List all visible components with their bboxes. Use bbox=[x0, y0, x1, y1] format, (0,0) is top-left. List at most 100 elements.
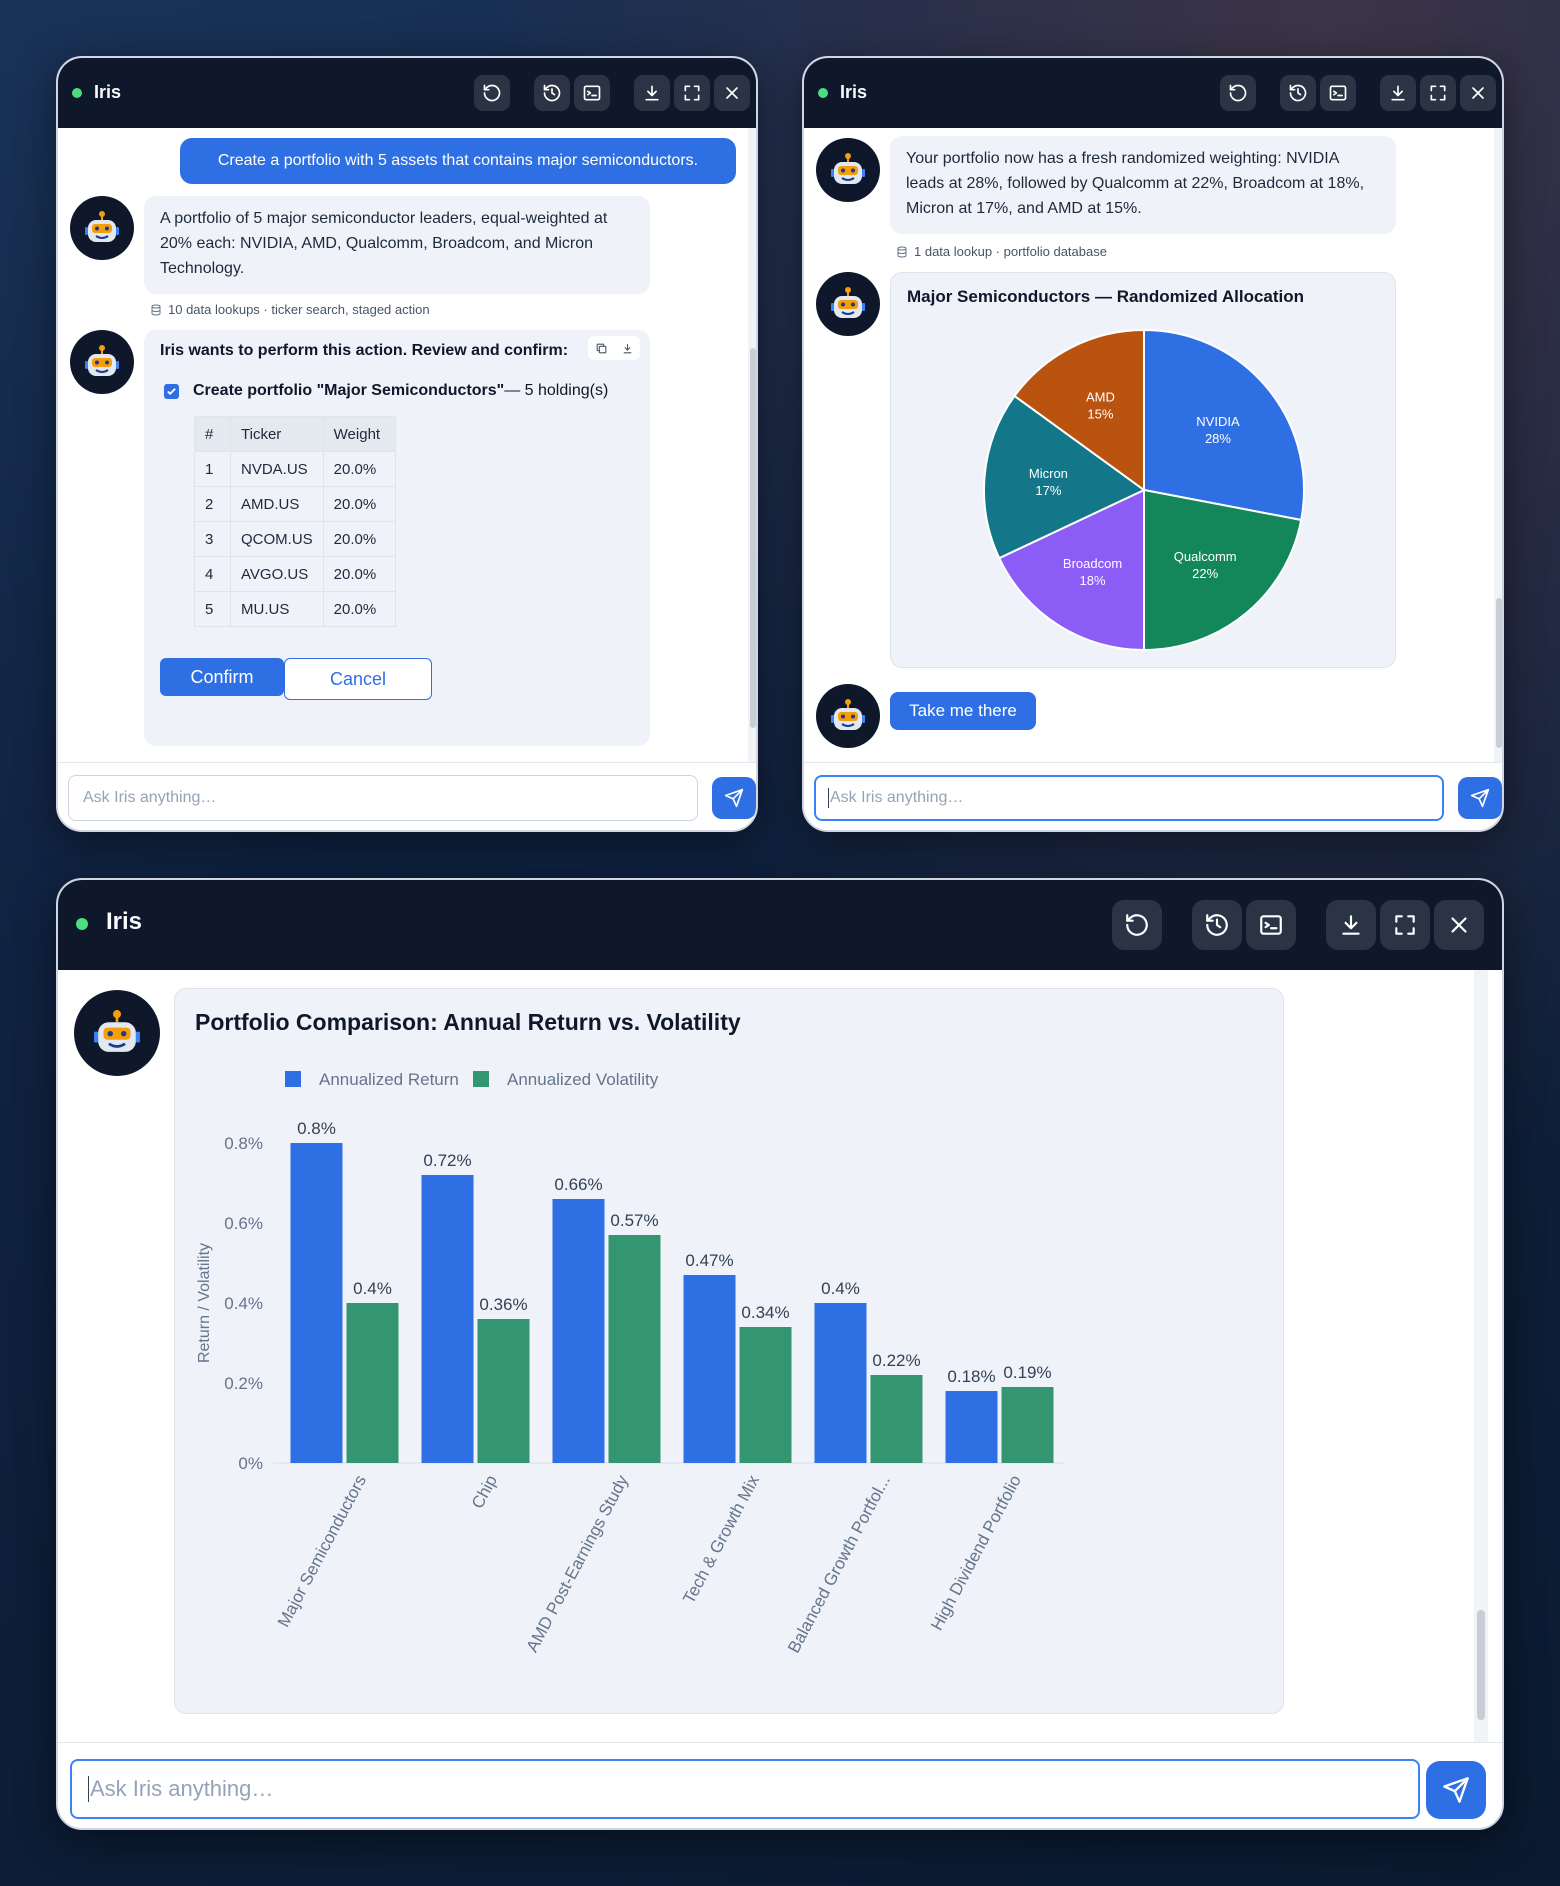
send-button[interactable] bbox=[1426, 1761, 1486, 1819]
close-button[interactable] bbox=[1434, 900, 1484, 950]
bar-volatility[interactable] bbox=[739, 1327, 792, 1463]
title-bar: Iris bbox=[58, 880, 1502, 970]
chat-input[interactable]: Ask Iris anything… bbox=[70, 1759, 1420, 1819]
cell-weight: 20.0% bbox=[322, 486, 396, 522]
pie-slice-amd[interactable] bbox=[1013, 328, 1145, 492]
chat-input[interactable]: Ask Iris anything… bbox=[814, 775, 1444, 821]
pie-label: Qualcomm bbox=[1174, 549, 1237, 564]
table-row: 1 NVDA.US 20.0% bbox=[194, 451, 396, 487]
bar-data-label: 0.22% bbox=[872, 1351, 920, 1370]
cell-weight: 20.0% bbox=[322, 591, 396, 627]
send-button[interactable] bbox=[712, 777, 756, 819]
pie-slice-nvidia[interactable] bbox=[1143, 328, 1305, 522]
bar-return[interactable] bbox=[290, 1143, 343, 1463]
terminal-button[interactable] bbox=[1320, 75, 1356, 111]
send-icon bbox=[1443, 1777, 1469, 1803]
pie-slice-micron[interactable] bbox=[983, 394, 1146, 560]
holdings-table: # Ticker Weight 1 NVDA.US 20.0% 2 AMD.US 20.… bbox=[194, 416, 396, 627]
bar-return[interactable] bbox=[552, 1199, 605, 1463]
bar-volatility[interactable] bbox=[870, 1375, 923, 1463]
chat-body[interactable]: Create a portfolio with 5 assets that co… bbox=[58, 128, 756, 762]
chat-input[interactable]: Ask Iris anything… bbox=[68, 775, 698, 821]
bar-data-label: 0.57% bbox=[610, 1211, 658, 1230]
col-header: Weight bbox=[322, 416, 396, 452]
legend-swatch bbox=[285, 1071, 301, 1087]
x-tick-label: Balanced Growth Portfol... bbox=[784, 1472, 894, 1656]
terminal-button[interactable] bbox=[574, 75, 610, 111]
scrollbar[interactable] bbox=[1474, 970, 1488, 1742]
action-card: Iris wants to perform this action. Revie… bbox=[144, 330, 650, 746]
bar-volatility[interactable] bbox=[1001, 1387, 1054, 1463]
scrollbar-thumb[interactable] bbox=[750, 348, 756, 728]
assistant-message-text: A portfolio of 5 major semiconductor lea… bbox=[160, 210, 608, 277]
cell-ticker: AMD.US bbox=[230, 486, 324, 522]
close-button[interactable] bbox=[1460, 75, 1496, 111]
cell-ticker: AVGO.US bbox=[230, 556, 324, 592]
pie-label: AMD bbox=[1086, 389, 1115, 404]
send-button[interactable] bbox=[1458, 777, 1502, 819]
history-button[interactable] bbox=[1280, 75, 1316, 111]
download-icon bbox=[645, 85, 659, 101]
bar-data-label: 0.8% bbox=[297, 1119, 336, 1138]
rotate-ccw-icon bbox=[1229, 84, 1247, 102]
lookup-meta-text: 10 data lookups · ticker search, staged … bbox=[168, 302, 430, 317]
cell-index: 4 bbox=[194, 556, 231, 592]
fullscreen-button[interactable] bbox=[1380, 900, 1430, 950]
assistant-avatar bbox=[74, 990, 160, 1076]
legend-label[interactable]: Annualized Return bbox=[319, 1070, 459, 1089]
bar-volatility[interactable] bbox=[477, 1319, 530, 1463]
pie-slice-broadcom[interactable] bbox=[997, 488, 1145, 652]
pie-slice-qualcomm[interactable] bbox=[1143, 488, 1303, 652]
input-bar: Ask Iris anything… bbox=[58, 762, 756, 830]
x-tick-label: Major Semiconductors bbox=[274, 1472, 370, 1630]
scrollbar[interactable] bbox=[748, 128, 756, 762]
download-icon[interactable] bbox=[621, 342, 634, 355]
table-row: 5 MU.US 20.0% bbox=[194, 591, 396, 627]
history-button[interactable] bbox=[1192, 900, 1242, 950]
copy-icon[interactable] bbox=[595, 342, 608, 355]
fullscreen-button[interactable] bbox=[674, 75, 710, 111]
terminal-button[interactable] bbox=[1246, 900, 1296, 950]
download-button[interactable] bbox=[1326, 900, 1376, 950]
action-checkbox[interactable] bbox=[164, 383, 179, 399]
reset-button[interactable] bbox=[1112, 900, 1162, 950]
assistant-avatar bbox=[70, 330, 134, 394]
bar-return[interactable] bbox=[814, 1303, 867, 1463]
pie-value-label: 28% bbox=[1205, 431, 1231, 446]
history-button[interactable] bbox=[534, 75, 570, 111]
bar-return[interactable] bbox=[945, 1391, 998, 1463]
bar-volatility[interactable] bbox=[346, 1303, 399, 1463]
take-me-there-button[interactable]: Take me there bbox=[890, 692, 1036, 730]
download-button[interactable] bbox=[634, 75, 670, 111]
reset-button[interactable] bbox=[474, 75, 510, 111]
scrollbar-thumb[interactable] bbox=[1477, 1610, 1485, 1720]
scrollbar-thumb[interactable] bbox=[1496, 598, 1502, 748]
bar-volatility[interactable] bbox=[608, 1235, 661, 1463]
cancel-button[interactable]: Cancel bbox=[284, 658, 432, 700]
col-header: Ticker bbox=[230, 416, 324, 452]
download-icon bbox=[1342, 915, 1360, 935]
confirm-button[interactable]: Confirm bbox=[160, 658, 284, 696]
window-title: Iris bbox=[94, 82, 122, 102]
cell-ticker: MU.US bbox=[230, 591, 324, 627]
chat-body[interactable]: Your portfolio now has a fresh randomize… bbox=[804, 128, 1502, 762]
fullscreen-button[interactable] bbox=[1420, 75, 1456, 111]
chat-window-3: Iris Portfolio Comparison: Annual Return… bbox=[56, 878, 1504, 1830]
bar-return[interactable] bbox=[683, 1275, 736, 1463]
bar-data-label: 0.72% bbox=[423, 1151, 471, 1170]
title-bar: Iris bbox=[804, 58, 1502, 128]
pie-chart: NVIDIA 28% Qualcomm 22% Broadcom 18% Micron 17%… bbox=[983, 328, 1305, 652]
scrollbar[interactable] bbox=[1494, 128, 1502, 762]
col-header: # bbox=[194, 416, 231, 452]
action-item: Create portfolio "Major Semiconductors" … bbox=[164, 382, 608, 400]
bar-return[interactable] bbox=[421, 1175, 474, 1463]
reset-button[interactable] bbox=[1220, 75, 1256, 111]
pie-chart-title: Major Semiconductors — Randomized Alloca… bbox=[907, 287, 1305, 306]
history-icon bbox=[543, 84, 561, 102]
legend-label[interactable]: Annualized Volatility bbox=[507, 1070, 659, 1089]
download-button[interactable] bbox=[1380, 75, 1416, 111]
chat-body[interactable]: Portfolio Comparison: Annual Return vs. … bbox=[58, 970, 1502, 1742]
table-header-row: # Ticker Weight bbox=[194, 416, 396, 452]
close-button[interactable] bbox=[714, 75, 750, 111]
lookup-meta: 10 data lookups · ticker search, staged … bbox=[150, 302, 430, 317]
